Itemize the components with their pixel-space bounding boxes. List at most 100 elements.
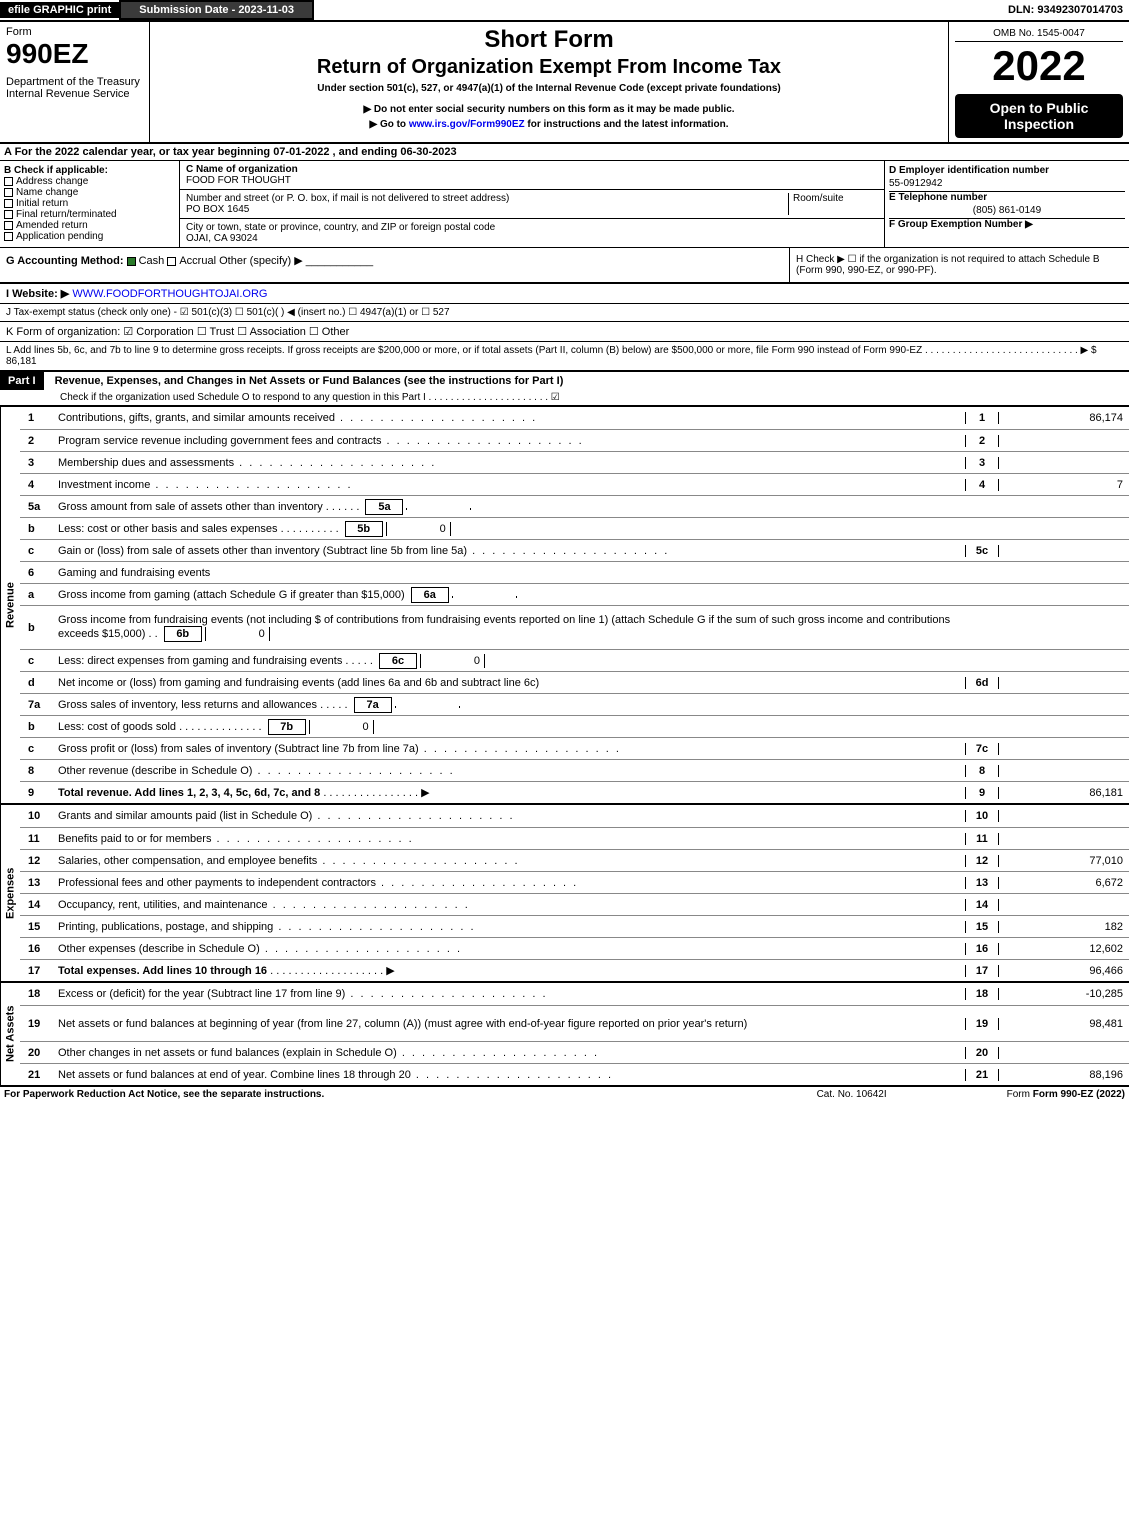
line-11-num: 11 [965,833,999,845]
line-7c-num: 7c [965,743,999,755]
revenue-label: Revenue [0,407,20,803]
line-21-desc: Net assets or fund balances at end of ye… [54,1067,965,1083]
line-3-num: 3 [965,457,999,469]
line-6c-desc: Less: direct expenses from gaming and fu… [54,651,965,671]
short-form-title: Short Form [156,26,942,54]
g-other[interactable]: Other (specify) ▶ ___________ [219,255,373,267]
line-14-num: 14 [965,899,999,911]
c-addr-label: Number and street (or P. O. box, if mail… [186,193,788,204]
line-18-val: -10,285 [999,988,1129,1000]
website-link[interactable]: WWW.FOODFORTHOUGHTOJAI.ORG [72,288,267,300]
d-label: D Employer identification number [889,165,1125,176]
org-city: OJAI, CA 93024 [186,233,878,244]
do-not-enter: ▶ Do not enter social security numbers o… [156,104,942,115]
open-public: Open to Public Inspection [955,94,1123,138]
line-19-num: 19 [965,1018,999,1030]
c-city-label: City or town, state or province, country… [186,222,878,233]
line-4-val: 7 [999,479,1129,491]
part1-header: Part I [0,372,44,390]
tax-year: 2022 [955,42,1123,90]
line-8-num: 8 [965,765,999,777]
line-18-desc: Excess or (deficit) for the year (Subtra… [54,986,965,1002]
line-21-num: 21 [965,1069,999,1081]
line-10-desc: Grants and similar amounts paid (list in… [54,808,965,824]
b-opt-final[interactable]: Final return/terminated [4,209,175,220]
section-h: H Check ▶ ☐ if the organization is not r… [789,248,1129,282]
b-opt-pending[interactable]: Application pending [4,231,175,242]
line-7c-desc: Gross profit or (loss) from sales of inv… [54,741,965,757]
section-l: L Add lines 5b, 6c, and 7b to line 9 to … [0,341,1129,370]
footer-right: Form Form 990-EZ (2022) [1007,1089,1125,1100]
line-5c-desc: Gain or (loss) from sale of assets other… [54,543,965,559]
org-address: PO BOX 1645 [186,204,788,215]
line-6b-desc: Gross income from fundraising events (no… [54,612,965,644]
g-label: G Accounting Method: [6,255,124,267]
line-6a-desc: Gross income from gaming (attach Schedul… [54,585,965,605]
telephone: (805) 861-0149 [889,203,1125,219]
g-accrual[interactable]: Accrual [167,255,216,267]
line-9-desc: Total revenue. Add lines 1, 2, 3, 4, 5c,… [54,784,965,801]
line-1-num: 1 [965,412,999,424]
section-def: D Employer identification number 55-0912… [884,161,1129,247]
line-16-val: 12,602 [999,943,1129,955]
b-opt-initial[interactable]: Initial return [4,198,175,209]
irs: Internal Revenue Service [6,88,143,100]
expenses-label: Expenses [0,805,20,981]
line-15-desc: Printing, publications, postage, and shi… [54,919,965,935]
line-3-desc: Membership dues and assessments [54,455,965,471]
line-12-desc: Salaries, other compensation, and employ… [54,853,965,869]
line-18-num: 18 [965,988,999,1000]
line-6d-num: 6d [965,677,999,689]
b-opt-address[interactable]: Address change [4,176,175,187]
section-i: I Website: ▶ WWW.FOODFORTHOUGHTOJAI.ORG [0,283,1129,303]
line-17-num: 17 [965,965,999,977]
form-number: 990EZ [6,38,143,70]
line-20-desc: Other changes in net assets or fund bala… [54,1045,965,1061]
ein: 55-0912942 [889,176,1125,192]
netassets-label: Net Assets [0,983,20,1085]
line-5c-num: 5c [965,545,999,557]
goto-pre: ▶ Go to [369,119,408,130]
dept: Department of the Treasury [6,76,143,88]
footer: For Paperwork Reduction Act Notice, see … [0,1085,1129,1102]
section-a: A For the 2022 calendar year, or tax yea… [0,144,1129,161]
line-6-desc: Gaming and fundraising events [54,565,965,581]
line-15-num: 15 [965,921,999,933]
part1-check: Check if the organization used Schedule … [0,390,1129,405]
line-5a-desc: Gross amount from sale of assets other t… [54,497,965,517]
line-13-desc: Professional fees and other payments to … [54,875,965,891]
line-2-desc: Program service revenue including govern… [54,433,965,449]
line-8-desc: Other revenue (describe in Schedule O) [54,763,965,779]
section-c: C Name of organization FOOD FOR THOUGHT … [180,161,884,247]
under-section: Under section 501(c), 527, or 4947(a)(1)… [156,83,942,94]
line-4-desc: Investment income [54,477,965,493]
line-16-desc: Other expenses (describe in Schedule O) [54,941,965,957]
f-label: F Group Exemption Number ▶ [889,219,1125,230]
line-1-val: 86,174 [999,412,1129,424]
line-12-num: 12 [965,855,999,867]
b-opt-name[interactable]: Name change [4,187,175,198]
section-k: K Form of organization: ☑ Corporation ☐ … [0,321,1129,341]
netassets-lines: 18Excess or (deficit) for the year (Subt… [20,983,1129,1085]
efile-label[interactable]: efile GRAPHIC print [0,2,119,18]
line-9-num: 9 [965,787,999,799]
line-13-val: 6,672 [999,877,1129,889]
line-5b-desc: Less: cost or other basis and sales expe… [54,519,965,539]
goto-link[interactable]: www.irs.gov/Form990EZ [409,119,525,130]
org-name: FOOD FOR THOUGHT [186,175,878,186]
section-b: B Check if applicable: Address change Na… [0,161,180,247]
footer-mid: Cat. No. 10642I [817,1089,887,1100]
goto-post: for instructions and the latest informat… [525,119,729,130]
line-17-val: 96,466 [999,965,1129,977]
submission-date: Submission Date - 2023-11-03 [119,0,314,20]
c-name-label: C Name of organization [186,164,878,175]
b-opt-amended[interactable]: Amended return [4,220,175,231]
goto-line: ▶ Go to www.irs.gov/Form990EZ for instru… [156,119,942,130]
line-1-desc: Contributions, gifts, grants, and simila… [54,410,965,426]
line-19-val: 98,481 [999,1018,1129,1030]
line-14-desc: Occupancy, rent, utilities, and maintena… [54,897,965,913]
b-label: B Check if applicable: [4,165,175,176]
part1-desc: Revenue, Expenses, and Changes in Net As… [47,375,564,387]
g-cash[interactable]: Cash [127,255,165,267]
line-21-val: 88,196 [999,1069,1129,1081]
